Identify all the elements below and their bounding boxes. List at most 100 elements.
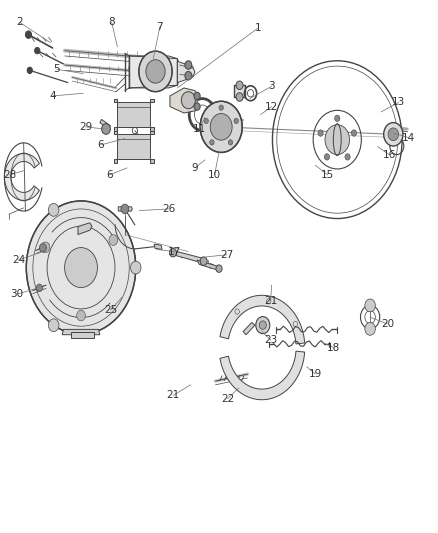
Text: 8: 8: [108, 18, 115, 27]
Circle shape: [228, 140, 233, 145]
Circle shape: [131, 261, 141, 274]
Text: 28: 28: [3, 170, 16, 180]
Circle shape: [146, 60, 165, 83]
Text: 17: 17: [168, 247, 181, 256]
Polygon shape: [129, 56, 180, 88]
Circle shape: [139, 51, 172, 92]
Polygon shape: [100, 119, 110, 129]
Polygon shape: [117, 134, 150, 159]
Circle shape: [210, 114, 232, 140]
Circle shape: [25, 31, 32, 38]
Text: 15: 15: [321, 170, 334, 180]
Circle shape: [185, 71, 192, 80]
Text: 18: 18: [327, 343, 340, 352]
Text: 20: 20: [381, 319, 394, 329]
Circle shape: [77, 310, 85, 321]
Polygon shape: [220, 295, 305, 344]
Circle shape: [325, 125, 350, 155]
Text: 29: 29: [79, 122, 92, 132]
Circle shape: [181, 92, 195, 109]
Circle shape: [48, 319, 59, 332]
Circle shape: [41, 242, 49, 253]
Polygon shape: [177, 61, 195, 83]
Text: 3: 3: [268, 82, 275, 91]
Circle shape: [216, 265, 222, 272]
Text: 14: 14: [402, 133, 415, 142]
Polygon shape: [114, 159, 117, 163]
Polygon shape: [243, 322, 255, 335]
Polygon shape: [118, 207, 132, 211]
Circle shape: [351, 130, 357, 136]
Circle shape: [194, 92, 200, 100]
Text: 16: 16: [382, 150, 396, 159]
Polygon shape: [78, 223, 92, 235]
Text: 26: 26: [162, 204, 175, 214]
Circle shape: [236, 81, 243, 90]
Circle shape: [102, 124, 110, 134]
Circle shape: [26, 201, 136, 334]
Polygon shape: [150, 99, 154, 102]
Text: 12: 12: [265, 102, 278, 111]
Circle shape: [204, 118, 208, 124]
Polygon shape: [197, 260, 220, 271]
Circle shape: [365, 322, 375, 335]
Text: 27: 27: [220, 250, 233, 260]
Circle shape: [194, 103, 200, 110]
Circle shape: [384, 123, 403, 146]
Polygon shape: [71, 332, 94, 338]
Circle shape: [345, 154, 350, 160]
Text: 9: 9: [191, 163, 198, 173]
Circle shape: [170, 248, 177, 257]
Polygon shape: [234, 85, 245, 97]
Text: 10: 10: [208, 170, 221, 180]
Polygon shape: [117, 102, 150, 127]
Circle shape: [210, 140, 214, 145]
Circle shape: [35, 47, 40, 54]
Polygon shape: [114, 127, 117, 131]
Text: 2: 2: [16, 18, 23, 27]
Polygon shape: [114, 131, 117, 134]
Circle shape: [185, 61, 192, 69]
Polygon shape: [170, 88, 197, 113]
Circle shape: [109, 235, 118, 245]
Polygon shape: [62, 329, 100, 335]
Circle shape: [318, 130, 323, 136]
Circle shape: [200, 101, 242, 152]
Polygon shape: [150, 127, 154, 131]
Circle shape: [234, 118, 238, 124]
Circle shape: [39, 244, 46, 252]
Text: 24: 24: [12, 255, 25, 265]
Polygon shape: [220, 351, 305, 400]
Text: 6: 6: [106, 170, 113, 180]
Circle shape: [49, 204, 59, 216]
Text: 19: 19: [309, 369, 322, 379]
Text: 21: 21: [166, 391, 180, 400]
Text: 22: 22: [221, 394, 234, 403]
Circle shape: [236, 93, 243, 101]
Text: 1: 1: [255, 23, 262, 33]
Circle shape: [259, 321, 266, 329]
Circle shape: [36, 284, 42, 292]
Circle shape: [121, 204, 129, 214]
Text: 23: 23: [264, 335, 277, 345]
Text: 21: 21: [264, 296, 277, 306]
Polygon shape: [150, 131, 154, 134]
Circle shape: [324, 154, 329, 160]
Polygon shape: [173, 251, 204, 263]
Text: 4: 4: [49, 91, 56, 101]
Circle shape: [219, 105, 223, 110]
Circle shape: [65, 247, 97, 288]
Text: 7: 7: [156, 22, 163, 31]
Circle shape: [365, 299, 375, 312]
Text: 6: 6: [97, 140, 104, 150]
Circle shape: [335, 115, 340, 122]
Circle shape: [256, 317, 270, 334]
Text: 11: 11: [193, 124, 206, 134]
Circle shape: [388, 128, 399, 141]
Circle shape: [200, 257, 207, 265]
Polygon shape: [154, 244, 162, 249]
Polygon shape: [4, 154, 39, 200]
Text: 25: 25: [104, 305, 117, 315]
Polygon shape: [114, 99, 117, 102]
Text: 5: 5: [53, 64, 60, 74]
